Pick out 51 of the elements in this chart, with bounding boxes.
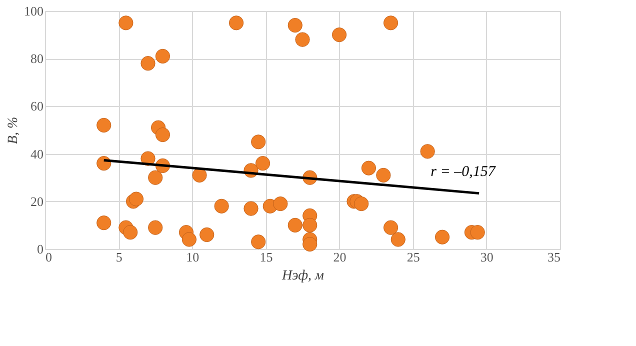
point: [470, 225, 485, 240]
point: [434, 230, 450, 244]
point: [128, 192, 144, 206]
point: [148, 220, 163, 235]
point: [376, 168, 391, 183]
point: [255, 156, 270, 171]
x-tick-label: 20: [333, 250, 346, 264]
point: [96, 118, 112, 133]
point: [228, 16, 244, 30]
point: [192, 168, 207, 183]
x-tick-label: 30: [480, 250, 494, 264]
point: [214, 198, 229, 214]
point: [361, 160, 376, 176]
y-tick-label: 100: [24, 4, 44, 18]
point: [354, 196, 369, 212]
point: [96, 216, 112, 230]
annotation: r = –0,157: [430, 164, 497, 180]
point: [182, 232, 197, 247]
point: [420, 144, 435, 159]
point: [390, 232, 406, 247]
point: [383, 220, 398, 235]
point: [200, 227, 214, 242]
x-axis-title: Hэф, м: [281, 268, 324, 284]
point: [288, 218, 302, 233]
point: [140, 56, 156, 71]
x-tick-label: 5: [116, 250, 122, 264]
x-tick-label: 25: [406, 250, 420, 264]
point: [118, 16, 134, 30]
point: [332, 27, 347, 42]
x-tick-label: 10: [186, 250, 200, 264]
point: [295, 32, 310, 47]
point: [251, 234, 266, 250]
y-tick-label: 40: [30, 146, 44, 162]
point: [123, 225, 138, 240]
point: [273, 196, 288, 212]
point: [155, 48, 170, 64]
point: [288, 18, 302, 33]
y-tick-label: 60: [30, 98, 44, 114]
point: [244, 201, 258, 216]
y-tick-label: 80: [30, 51, 44, 66]
x-tick-label: 35: [548, 250, 560, 264]
point: [148, 170, 163, 185]
x-tick-label: 15: [260, 250, 273, 264]
y-axis-title: B, %: [6, 116, 21, 144]
point: [155, 127, 170, 142]
point: [302, 218, 318, 233]
point: [96, 156, 112, 171]
point: [302, 236, 318, 252]
point: [251, 134, 266, 150]
y-tick-label: 20: [30, 194, 44, 209]
point: [383, 16, 398, 30]
